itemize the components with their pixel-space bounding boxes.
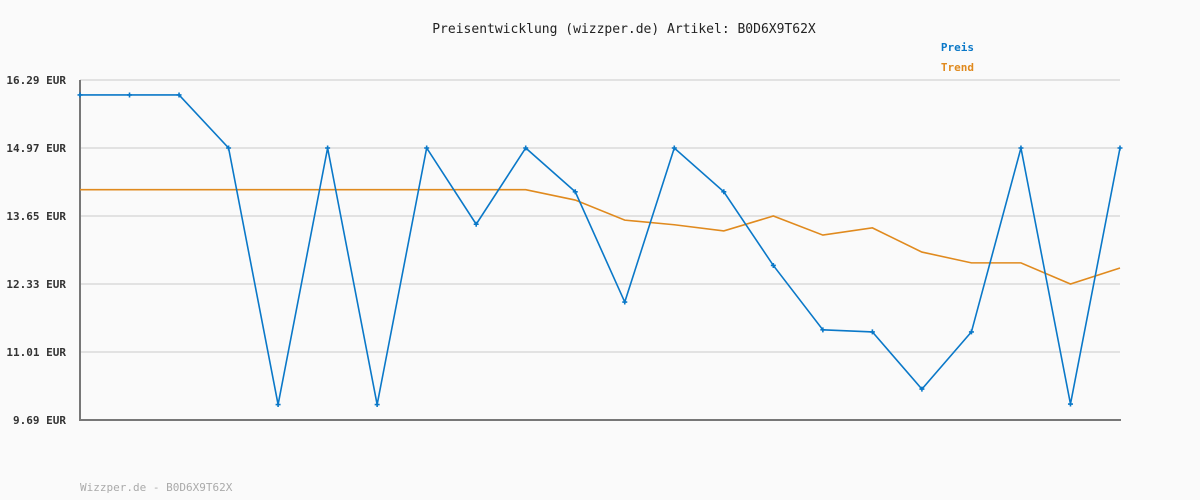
y-tick-label: 13.65 EUR (6, 210, 66, 223)
data-point (671, 145, 677, 151)
y-tick-label: 12.33 EUR (6, 278, 66, 291)
footer: Wizzper.de - B0D6X9T62X (80, 481, 233, 494)
data-point (572, 189, 578, 195)
data-point (275, 402, 281, 408)
data-point (523, 145, 529, 151)
data-point (374, 402, 380, 408)
y-axis-ticks: 9.69 EUR 11.01 EUR 12.33 EUR 13.65 EUR 14.97… (6, 74, 66, 427)
data-point (226, 145, 232, 151)
y-tick-label: 9.69 EUR (13, 414, 66, 427)
y-tick-label: 14.97 EUR (6, 142, 66, 155)
data-point (1117, 145, 1123, 151)
data-point (820, 327, 826, 333)
legend-preis: Preis (941, 41, 974, 54)
data-point (77, 92, 83, 98)
data-point (127, 92, 133, 98)
series-line-trend (80, 188, 1121, 285)
y-tick-label: 11.01 EUR (6, 346, 66, 359)
series-line-preis (80, 94, 1121, 405)
data-point (869, 329, 875, 335)
chart-title: Preisentwicklung (wizzper.de) Artikel: B… (432, 22, 816, 37)
data-point (424, 145, 430, 151)
data-point (1018, 145, 1024, 151)
data-point (721, 189, 727, 195)
legend-trend: Trend (941, 61, 974, 74)
y-tick-label: 16.29 EUR (6, 74, 66, 87)
data-point (622, 299, 628, 305)
data-point (968, 329, 974, 335)
data-point (473, 221, 479, 227)
data-point (176, 92, 182, 98)
data-point (919, 386, 925, 392)
data-point (1067, 401, 1073, 407)
grid (80, 79, 1120, 353)
data-point (325, 145, 331, 151)
series-group (77, 92, 1123, 408)
data-point (770, 262, 776, 268)
